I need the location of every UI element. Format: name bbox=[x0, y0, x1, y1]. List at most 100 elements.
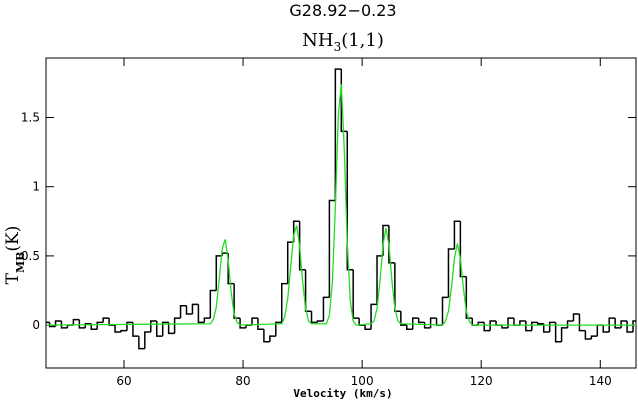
spectrum-step bbox=[209, 289, 217, 319]
y-tick-label: 0.5 bbox=[21, 249, 40, 263]
spectrum-step bbox=[400, 311, 407, 326]
spectrum-step bbox=[191, 303, 199, 315]
spectrum-step bbox=[114, 325, 122, 333]
fit-line bbox=[46, 84, 636, 326]
spectrum-step bbox=[477, 321, 485, 326]
spectrum-step bbox=[269, 335, 276, 342]
spectrum-step bbox=[513, 318, 520, 326]
x-tick-label: 60 bbox=[116, 374, 131, 388]
spectrum-step bbox=[531, 321, 538, 331]
spectrum-step bbox=[72, 318, 80, 326]
x-tick-label: 80 bbox=[235, 374, 250, 388]
ylabel-base: T bbox=[3, 272, 23, 284]
spectrum-step bbox=[203, 317, 211, 323]
spectrum-step bbox=[257, 318, 264, 330]
spectrum-step bbox=[322, 296, 330, 321]
spectrum-step bbox=[388, 225, 395, 264]
spectrum-step bbox=[179, 304, 187, 319]
spectrum-step bbox=[394, 262, 401, 313]
spectrum-step bbox=[429, 317, 437, 328]
spectrum-step bbox=[626, 320, 634, 333]
spectrum-step bbox=[78, 319, 86, 329]
spectrum-step bbox=[554, 322, 562, 343]
spectrum-step bbox=[132, 322, 139, 337]
spectrum-step bbox=[96, 321, 104, 330]
spectrum-step bbox=[459, 221, 467, 278]
spectrum-step bbox=[239, 318, 247, 329]
spectrum-step bbox=[185, 305, 193, 315]
spectrum-step bbox=[161, 321, 169, 337]
spectrum-step bbox=[352, 269, 360, 319]
spectrum-step bbox=[215, 255, 223, 291]
spectrum-step bbox=[471, 318, 479, 326]
spectrum-step bbox=[548, 321, 556, 333]
spectrum-step bbox=[138, 336, 145, 350]
spectrum-step bbox=[542, 323, 550, 333]
spectrum-step bbox=[275, 321, 282, 337]
spectrum-step bbox=[281, 282, 288, 323]
x-tick-label: 100 bbox=[351, 374, 374, 388]
spectrum-step bbox=[584, 330, 592, 340]
spectrum-step bbox=[525, 320, 532, 332]
spectrum-step bbox=[566, 320, 574, 328]
spectrum-step bbox=[501, 325, 508, 329]
spectrum-step bbox=[465, 276, 473, 319]
x-tick-label: 140 bbox=[589, 374, 612, 388]
spectrum-step bbox=[60, 320, 68, 329]
spectrum-step bbox=[120, 329, 127, 333]
spectrum-step bbox=[304, 269, 312, 313]
spectrum-step bbox=[596, 324, 604, 337]
spectrum-step bbox=[560, 327, 568, 342]
spectrum-step bbox=[48, 322, 56, 328]
spectrum-step bbox=[197, 304, 205, 324]
spectrum-step bbox=[411, 317, 419, 330]
spectrum-step bbox=[614, 318, 622, 329]
spectrum-step bbox=[441, 296, 449, 326]
spectrum-step bbox=[417, 318, 425, 324]
plot-area bbox=[46, 68, 636, 350]
spectrum-step bbox=[90, 323, 98, 330]
spectrum-step bbox=[286, 241, 294, 284]
spectrum-step bbox=[144, 331, 151, 349]
spectrum-step bbox=[406, 325, 413, 330]
spectrum-step bbox=[483, 322, 491, 332]
spectrum-step bbox=[328, 199, 336, 298]
spectrum-step bbox=[453, 220, 461, 249]
spectrum-step bbox=[578, 314, 586, 332]
spectrum-step bbox=[608, 317, 616, 333]
chart-title: G28.92−0.23 bbox=[289, 1, 396, 20]
spectrum-step bbox=[632, 320, 636, 333]
subtitle-sub: 3 bbox=[334, 40, 342, 54]
spectrum-step bbox=[298, 221, 306, 271]
spectrum-step bbox=[150, 320, 157, 333]
y-tick-label: 1.5 bbox=[21, 111, 40, 125]
plot-frame bbox=[45, 57, 637, 369]
chart-subtitle: NH3(1,1) bbox=[302, 30, 384, 54]
subtitle-rest: (1,1) bbox=[341, 30, 384, 51]
spectrum-step bbox=[233, 283, 241, 319]
spectrum-step bbox=[376, 255, 383, 305]
ylabel-sub: MB bbox=[14, 252, 27, 273]
spectrum-step bbox=[334, 68, 342, 201]
spectrum-step bbox=[102, 317, 110, 323]
spectrum-step bbox=[447, 248, 455, 298]
y-axis-label: TMB(K) bbox=[3, 226, 27, 285]
spectrum-step bbox=[173, 317, 181, 334]
spectrum-step bbox=[126, 321, 133, 331]
spectrum-step bbox=[519, 320, 526, 326]
spectrum-step bbox=[590, 335, 598, 339]
spectrum-step bbox=[155, 320, 163, 337]
y-tick-label: 1 bbox=[32, 180, 40, 194]
ylabel-rest: (K) bbox=[3, 226, 23, 252]
spectrum-step bbox=[435, 318, 443, 326]
spectrum-step bbox=[364, 325, 372, 330]
spectrum-step bbox=[310, 311, 318, 324]
spectrum-step bbox=[251, 317, 258, 326]
spectrum-step bbox=[602, 325, 610, 333]
x-tick-label: 120 bbox=[470, 374, 493, 388]
spectrum-step bbox=[370, 303, 378, 330]
spectrum-step bbox=[507, 317, 514, 328]
spectrum-step bbox=[263, 329, 270, 343]
